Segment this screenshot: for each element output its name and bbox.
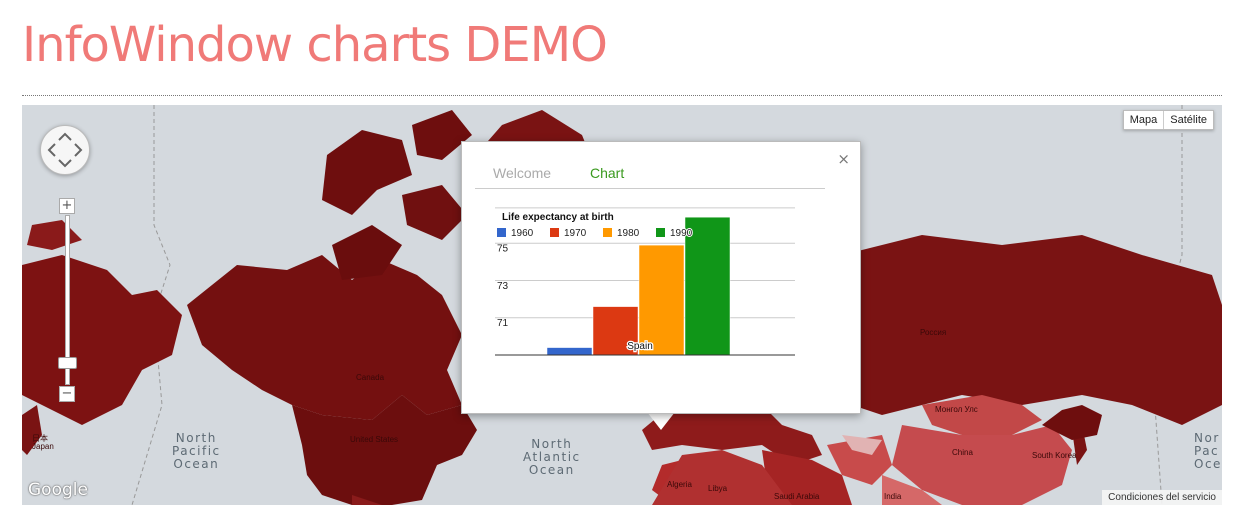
chart-y-tick-label: 71: [497, 318, 509, 329]
tab-welcome[interactable]: Welcome: [493, 165, 552, 181]
country-label-libya: Libya: [708, 484, 728, 493]
country-label-japan: Japan: [32, 442, 54, 451]
ocean-label-north-pacific-east: Nor Pac Oce: [1194, 432, 1222, 471]
pan-arrows-icon: [47, 132, 83, 168]
chart-legend-label: 1990: [670, 228, 693, 239]
google-logo[interactable]: Google: [28, 480, 88, 500]
country-label-canada: Canada: [356, 373, 385, 382]
country-label-japan-native: 日本: [32, 434, 48, 443]
close-icon[interactable]: ×: [837, 150, 850, 168]
zoom-in-button[interactable]: +: [59, 198, 75, 214]
chart-legend-swatch: [656, 228, 665, 237]
chart-title: Life expectancy at birth: [502, 212, 614, 223]
chart-bar-1990: [684, 216, 731, 356]
chart-legend-label: 1960: [511, 228, 534, 239]
infowindow-tabs: Welcome Chart: [475, 162, 825, 189]
chart-y-tick-label: 75: [497, 244, 509, 255]
chart-bar-1980: [638, 244, 685, 356]
chart-category-label: Spain: [627, 341, 653, 352]
ocean-label-line: Pac: [1194, 444, 1220, 458]
zoom-slider-track[interactable]: [65, 215, 70, 385]
ocean-label-line: Ocean: [528, 463, 575, 477]
country-label-china: China: [952, 448, 973, 457]
chart-y-tick-label: 73: [497, 281, 509, 292]
chart-legend-swatch: [550, 228, 559, 237]
infowindow-tail: [647, 412, 675, 430]
chart-bar-1960: [546, 347, 593, 356]
title-divider: [22, 95, 1222, 96]
chart-legend-label: 1980: [617, 228, 640, 239]
tab-chart[interactable]: Chart: [590, 165, 625, 181]
pan-control[interactable]: [40, 125, 90, 175]
ocean-label-line: Pacific: [172, 444, 221, 458]
country-label-algeria: Algeria: [667, 480, 692, 489]
ocean-label-line: Nor: [1194, 431, 1220, 445]
page-title: InfoWindow charts DEMO: [22, 17, 608, 73]
map[interactable]: Mapa Satélite + − North Pacific Ocean No…: [22, 105, 1222, 505]
infowindow: × Welcome Chart 71 73 75 Spain Life expectan…: [461, 141, 861, 414]
ocean-label-north-atlantic: North Atlantic Ocean: [523, 438, 581, 477]
ocean-label-line: North: [531, 437, 573, 451]
ocean-label-line: Oce: [1194, 457, 1222, 471]
bar-chart: 71 73 75 Spain Life expectancy at birth 1960 1…: [495, 207, 795, 356]
country-label-saudi-arabia: Saudi Arabia: [774, 492, 820, 501]
ocean-label-line: Atlantic: [523, 450, 581, 464]
country-label-south-korea: South Korea: [1032, 451, 1077, 460]
country-label-russia: Россия: [920, 328, 947, 337]
chart-legend-swatch: [497, 228, 506, 237]
chart-bar-1970: [592, 306, 639, 356]
country-label-india: India: [884, 492, 902, 501]
chart-legend-label: 1970: [564, 228, 587, 239]
map-type-satellite-button[interactable]: Satélite: [1163, 111, 1213, 129]
map-type-mapa-button[interactable]: Mapa: [1129, 114, 1158, 126]
country-label-united-states: United States: [350, 435, 399, 444]
ocean-label-line: Ocean: [173, 457, 220, 471]
zoom-slider-handle[interactable]: [58, 357, 77, 369]
chart-legend-swatch: [603, 228, 612, 237]
map-type-control[interactable]: Mapa Satélite: [1122, 110, 1214, 130]
terms-link[interactable]: Condiciones del servicio: [1102, 490, 1222, 505]
zoom-out-button[interactable]: −: [59, 386, 75, 402]
ocean-label-line: North: [175, 431, 217, 445]
ocean-label-north-pacific: North Pacific Ocean: [172, 432, 221, 471]
country-label-mongolia: Монгол Улс: [935, 405, 978, 414]
